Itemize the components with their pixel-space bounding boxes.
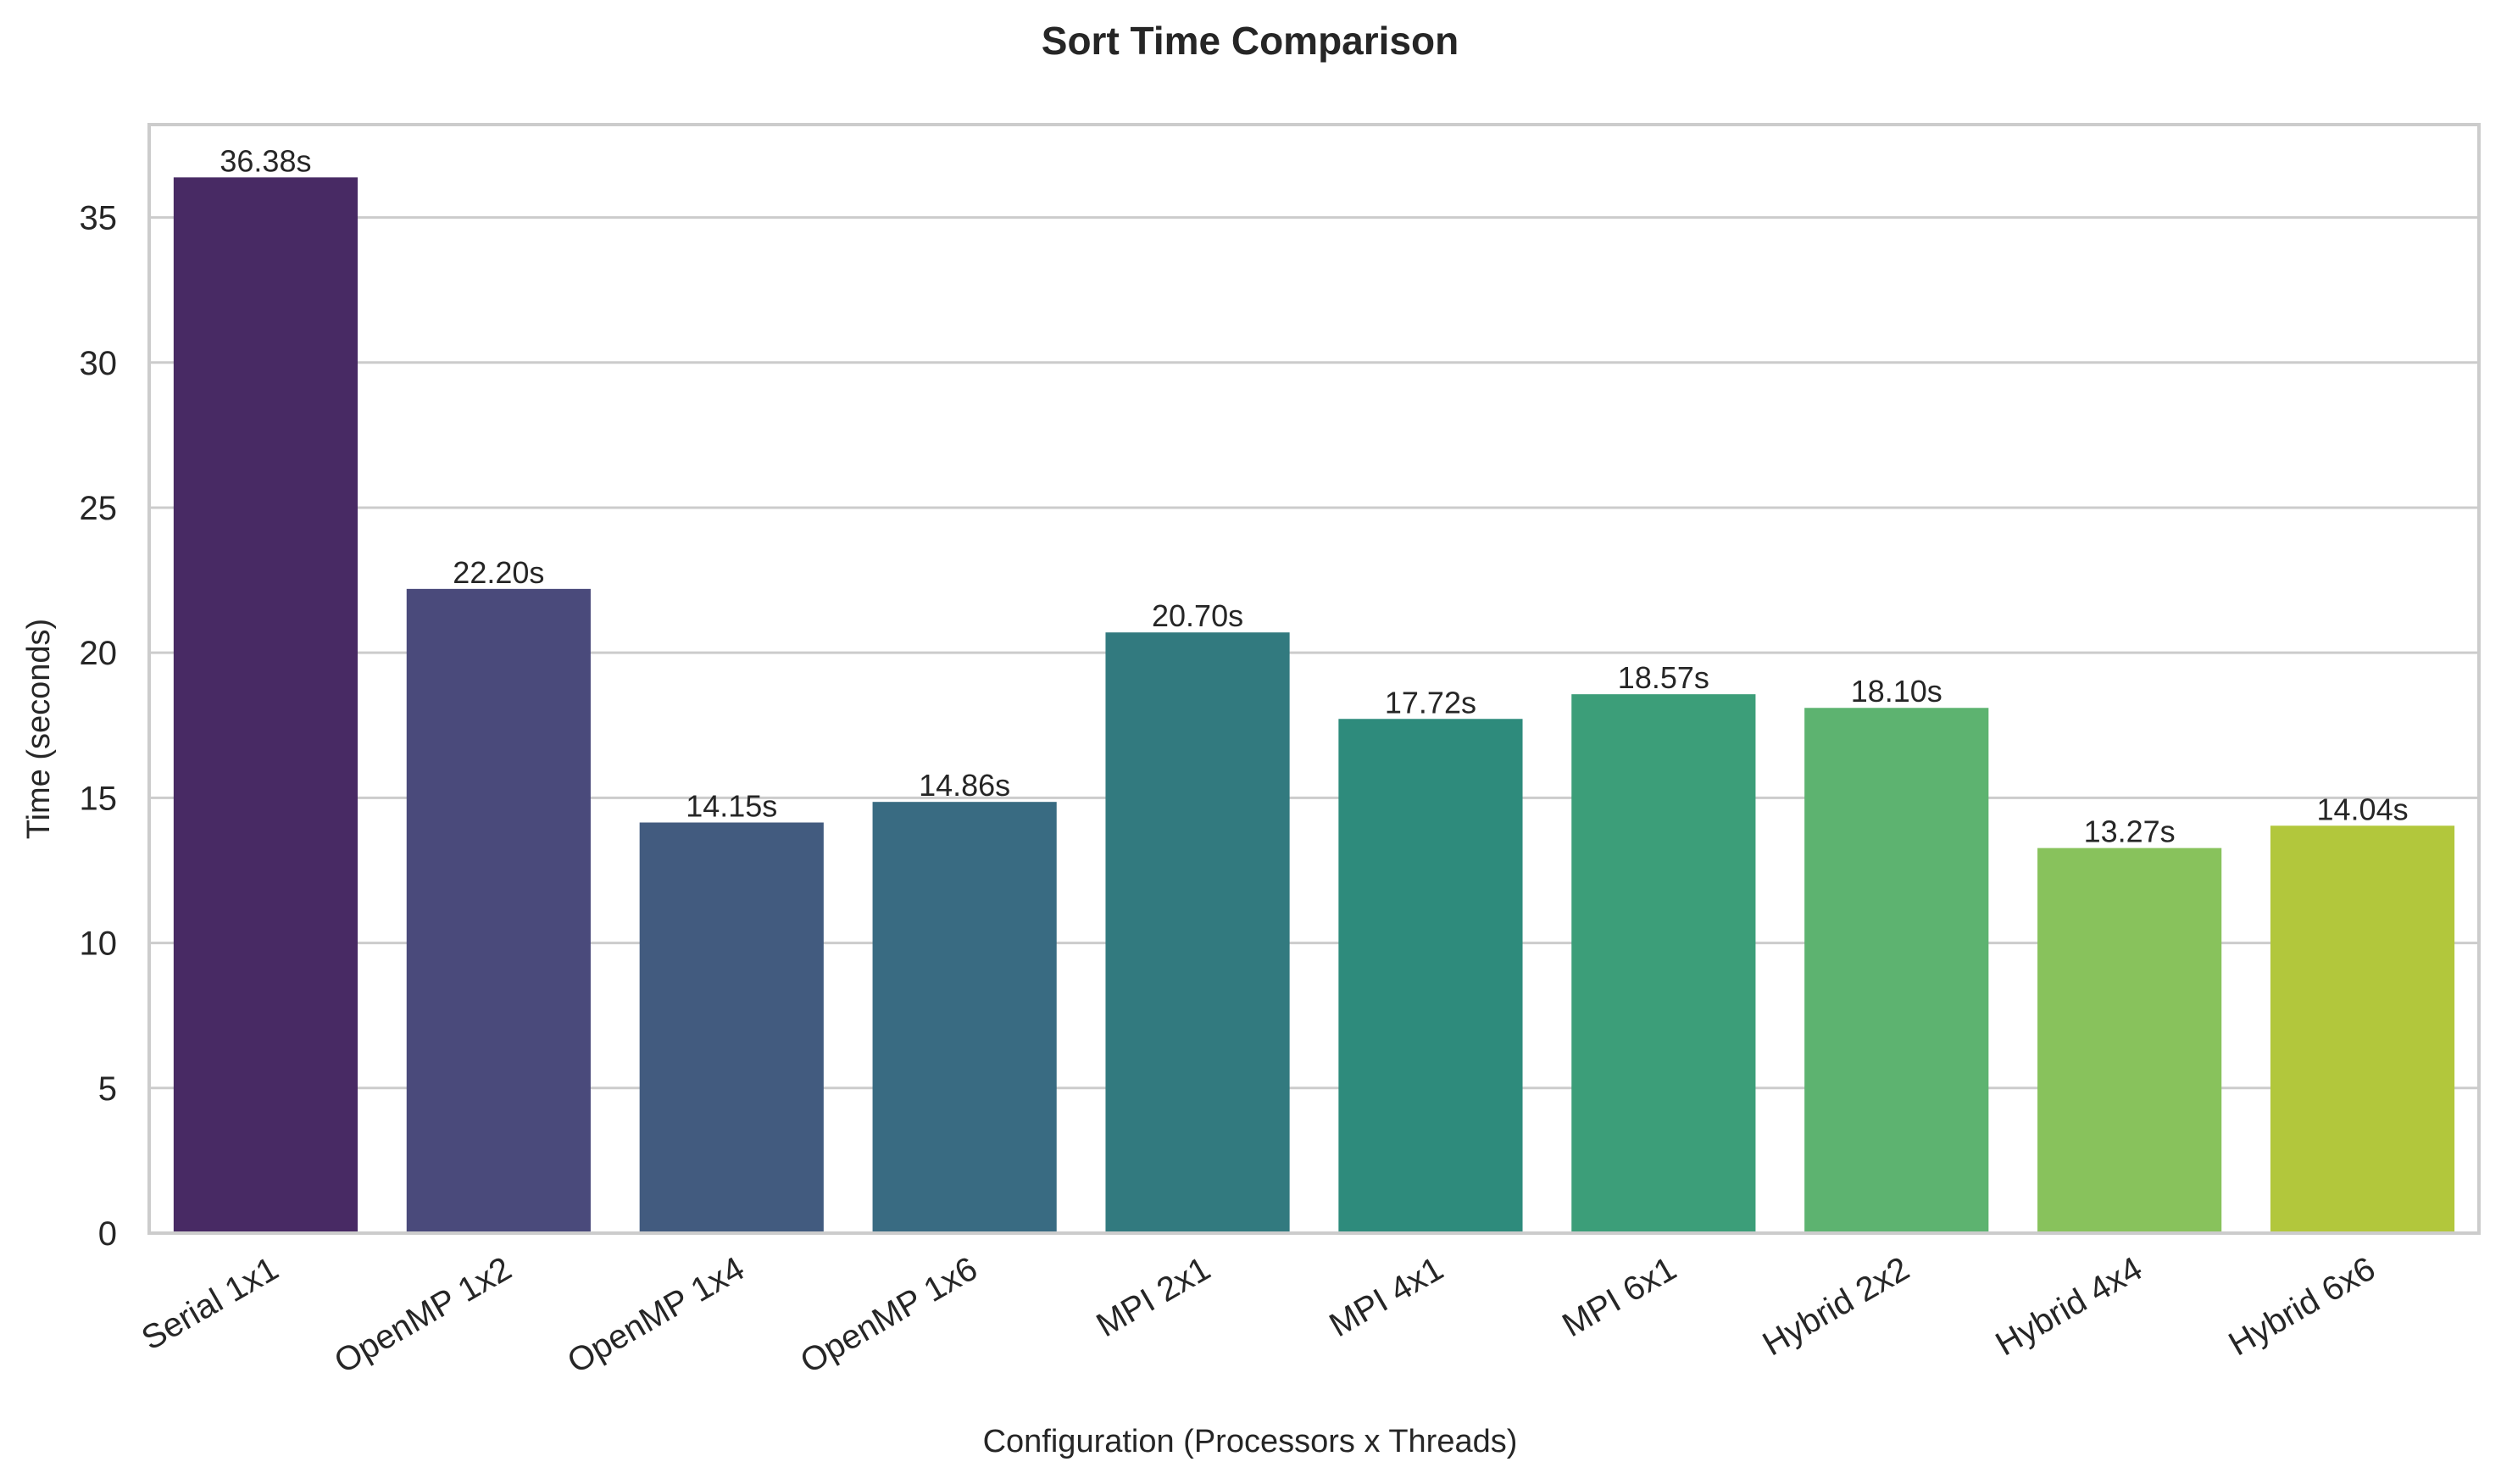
bars <box>173 177 2455 1233</box>
bar-3 <box>872 802 1057 1233</box>
bar-value-label: 36.38s <box>220 143 311 178</box>
bar-0 <box>173 177 358 1233</box>
bar-value-label: 17.72s <box>1385 685 1476 720</box>
y-axis-label: Time (seconds) <box>21 619 57 839</box>
bar-value-label: 14.15s <box>686 788 777 823</box>
y-tick-label: 30 <box>80 345 118 382</box>
plot-frame <box>147 123 2481 1235</box>
bar-value-label: 14.86s <box>919 768 1010 803</box>
bar-8 <box>2037 848 2222 1233</box>
bar-5 <box>1338 719 1523 1233</box>
x-tick-label: MPI 6x1 <box>1556 1250 1682 1344</box>
y-tick-label: 0 <box>98 1215 117 1253</box>
bar-6 <box>1571 694 1756 1233</box>
bar-value-label: 20.70s <box>1152 598 1243 633</box>
y-tick-label: 20 <box>80 635 118 672</box>
y-tick-label: 5 <box>98 1070 117 1108</box>
x-tick-label: Serial 1x1 <box>136 1250 285 1358</box>
bar-7 <box>1804 708 1989 1233</box>
x-tick-labels: Serial 1x1 OpenMP 1x2 OpenMP 1x4 OpenMP 1x6… <box>136 1250 2382 1381</box>
bar-value-label: 18.10s <box>1851 674 1942 709</box>
bar-9 <box>2270 825 2455 1233</box>
y-tick-label: 35 <box>80 200 118 237</box>
x-tick-label: OpenMP 1x6 <box>794 1250 984 1381</box>
bar-value-label: 14.04s <box>2317 792 2409 826</box>
x-tick-label: MPI 2x1 <box>1090 1250 1216 1344</box>
x-axis-label: Configuration (Processors x Threads) <box>983 1424 1518 1459</box>
bar-value-label: 18.57s <box>1618 660 1709 695</box>
x-tick-label: Hybrid 4x4 <box>1990 1250 2149 1364</box>
x-tick-label: Hybrid 2x2 <box>1757 1250 1916 1364</box>
x-tick-label: OpenMP 1x4 <box>561 1250 751 1381</box>
y-tick-label: 10 <box>80 925 118 963</box>
bar-value-label: 13.27s <box>2084 814 2176 849</box>
bar-value-label: 22.20s <box>453 555 544 590</box>
y-tick-label: 15 <box>80 780 118 817</box>
bar-4 <box>1105 632 1290 1233</box>
bar-1 <box>406 588 591 1233</box>
x-tick-label: Hybrid 6x6 <box>2222 1250 2382 1364</box>
x-tick-label: OpenMP 1x2 <box>328 1250 518 1381</box>
data-labels: 36.38s 22.20s 14.15s 14.86s 20.70s 17.72s 18.5… <box>220 143 2408 848</box>
chart-title: Sort Time Comparison <box>1042 19 1459 63</box>
y-tick-label: 25 <box>80 490 118 527</box>
x-tick-label: MPI 4x1 <box>1323 1250 1449 1344</box>
bar-2 <box>639 822 824 1233</box>
y-tick-labels: 0 5 10 15 20 25 30 35 <box>80 200 118 1253</box>
